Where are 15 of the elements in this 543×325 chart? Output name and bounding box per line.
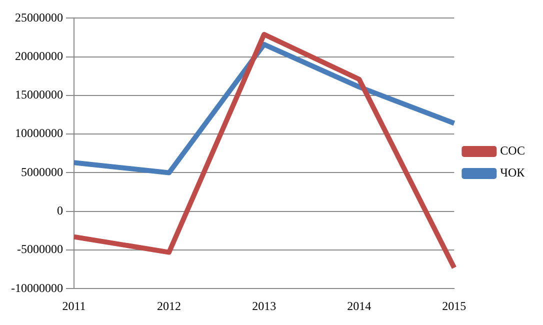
y-tick-label: 20000000	[14, 48, 63, 63]
x-tick-label: 2013	[252, 298, 276, 313]
y-tick-label: 5000000	[20, 164, 63, 179]
y-tick-label: 25000000	[14, 10, 63, 24]
x-tick-label: 2011	[62, 298, 86, 313]
y-tick-label: -5000000	[16, 242, 63, 256]
x-tick-label: 2015	[442, 298, 466, 313]
legend-label: ЧОК	[500, 166, 526, 180]
x-tick-label: 2012	[157, 298, 182, 313]
legend-label: СОС	[500, 144, 526, 158]
x-tick-label: 2014	[347, 298, 372, 313]
y-tick-label: 15000000	[14, 88, 63, 102]
y-tick-label: -10000000	[10, 280, 63, 295]
y-tick-label: 10000000	[14, 126, 63, 140]
y-tick-label: 0	[56, 204, 63, 218]
